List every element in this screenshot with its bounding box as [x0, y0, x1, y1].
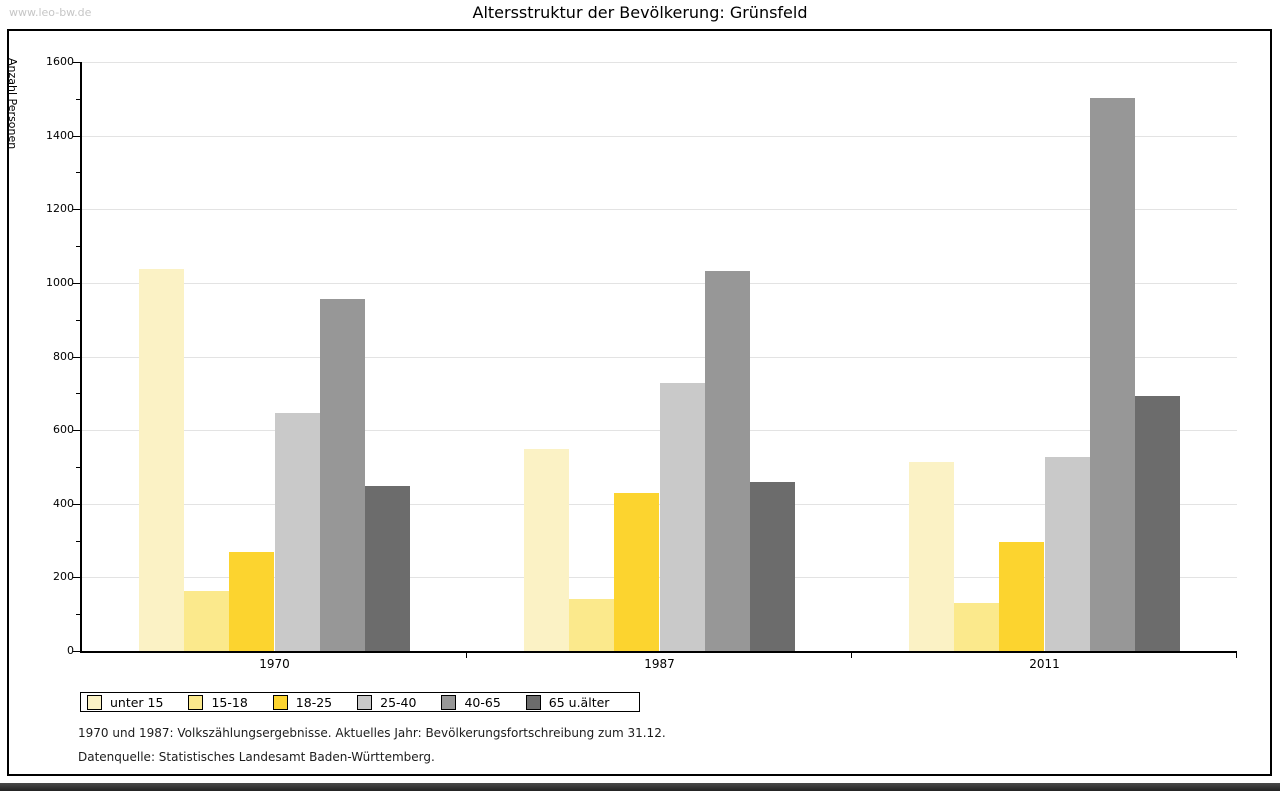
- bottom-bar: [0, 783, 1280, 791]
- x-tick-label: 2011: [1029, 657, 1060, 671]
- y-minor-tick: [76, 393, 80, 395]
- watermark: www.leo-bw.de: [9, 6, 92, 19]
- gridline: [82, 62, 1237, 63]
- legend: unter 15 15-18 18-25 25-40 40-65 65 u.älter: [80, 692, 640, 712]
- y-major-tick: [73, 503, 80, 505]
- legend-label: 65 u.älter: [548, 694, 610, 710]
- bar-1970-65-u.älter: [364, 485, 410, 651]
- y-tick-label: 1200: [46, 202, 74, 216]
- bar-1970-unter-15: [138, 269, 185, 651]
- y-major-tick: [73, 356, 80, 358]
- y-minor-tick: [76, 246, 80, 248]
- y-major-tick: [73, 209, 80, 211]
- y-minor-tick: [76, 319, 80, 321]
- bar-1970-15-18: [184, 591, 230, 651]
- bar-2011-65-u.älter: [1134, 396, 1180, 651]
- y-minor-tick: [76, 614, 80, 616]
- bar-2011-18-25: [999, 541, 1045, 651]
- y-tick-label: 1400: [46, 128, 74, 142]
- y-tick-label: 800: [53, 349, 74, 363]
- x-tick-label: 1970: [259, 657, 290, 671]
- gridline: [82, 356, 1237, 358]
- footnote-2: Datenquelle: Statistisches Landesamt Bad…: [78, 750, 435, 764]
- gridline: [82, 209, 1237, 211]
- chart-title: Altersstruktur der Bevölkerung: Grünsfel…: [456, 3, 824, 22]
- x-tick-label: 1987: [644, 657, 675, 671]
- legend-label: 25-40: [380, 694, 417, 710]
- y-minor-tick: [76, 172, 80, 174]
- y-major-tick: [73, 282, 80, 284]
- y-minor-tick: [76, 98, 80, 100]
- y-axis-label: Anzahl Personen: [6, 58, 19, 150]
- footnote-1: 1970 und 1987: Volkszählungsergebnisse. …: [78, 726, 666, 740]
- legend-swatch: [525, 694, 541, 710]
- x-axis-line: [80, 651, 1237, 653]
- gridline: [82, 282, 1237, 284]
- legend-item: 15-18: [188, 694, 248, 710]
- legend-swatch: [272, 694, 288, 710]
- y-major-tick: [73, 577, 80, 579]
- y-minor-tick: [76, 466, 80, 468]
- legend-swatch: [357, 694, 373, 710]
- plot-area: [82, 62, 1237, 651]
- x-axis-tick: [851, 653, 852, 658]
- y-tick-label: 1000: [46, 275, 74, 289]
- legend-label: unter 15: [110, 694, 164, 710]
- bar-1987-25-40: [659, 383, 705, 651]
- bar-1970-18-25: [229, 551, 275, 651]
- bar-2011-40-65: [1089, 97, 1135, 651]
- bar-1987-65-u.älter: [749, 482, 795, 651]
- y-major-tick: [73, 430, 80, 432]
- y-tick-label: 200: [53, 570, 74, 584]
- bar-1970-40-65: [319, 298, 365, 651]
- gridline: [82, 135, 1237, 137]
- chart-frame: [7, 29, 1272, 776]
- bar-2011-15-18: [954, 602, 1000, 651]
- y-tick-label: 1600: [46, 55, 74, 68]
- bar-1970-25-40: [274, 412, 320, 651]
- legend-label: 15-18: [211, 694, 248, 710]
- y-major-tick: [73, 135, 80, 137]
- legend-label: 18-25: [295, 694, 333, 710]
- y-axis-line: [80, 62, 82, 653]
- y-tick-label: 400: [53, 496, 74, 510]
- x-axis-tick: [1236, 653, 1237, 658]
- y-minor-tick: [76, 540, 80, 542]
- legend-swatch: [87, 694, 102, 710]
- legend-item: 40-65: [441, 694, 501, 710]
- legend-label: 40-65: [464, 694, 501, 710]
- bar-1987-unter-15: [523, 448, 570, 651]
- x-axis-tick: [466, 653, 467, 658]
- y-tick-label: 0: [67, 644, 74, 657]
- bar-1987-15-18: [569, 598, 615, 651]
- y-major-tick: [73, 62, 80, 63]
- legend-swatch: [441, 694, 457, 710]
- legend-item: 25-40: [357, 694, 417, 710]
- y-tick-label: 600: [53, 423, 74, 437]
- y-major-tick: [73, 651, 80, 652]
- legend-item: 18-25: [272, 694, 333, 710]
- legend-item: 65 u.älter: [525, 694, 610, 710]
- bar-1987-40-65: [704, 271, 750, 651]
- bar-2011-unter-15: [908, 462, 955, 651]
- legend-item: unter 15: [87, 694, 164, 710]
- bar-2011-25-40: [1044, 456, 1090, 651]
- legend-swatch: [188, 694, 204, 710]
- bar-1987-18-25: [614, 493, 660, 651]
